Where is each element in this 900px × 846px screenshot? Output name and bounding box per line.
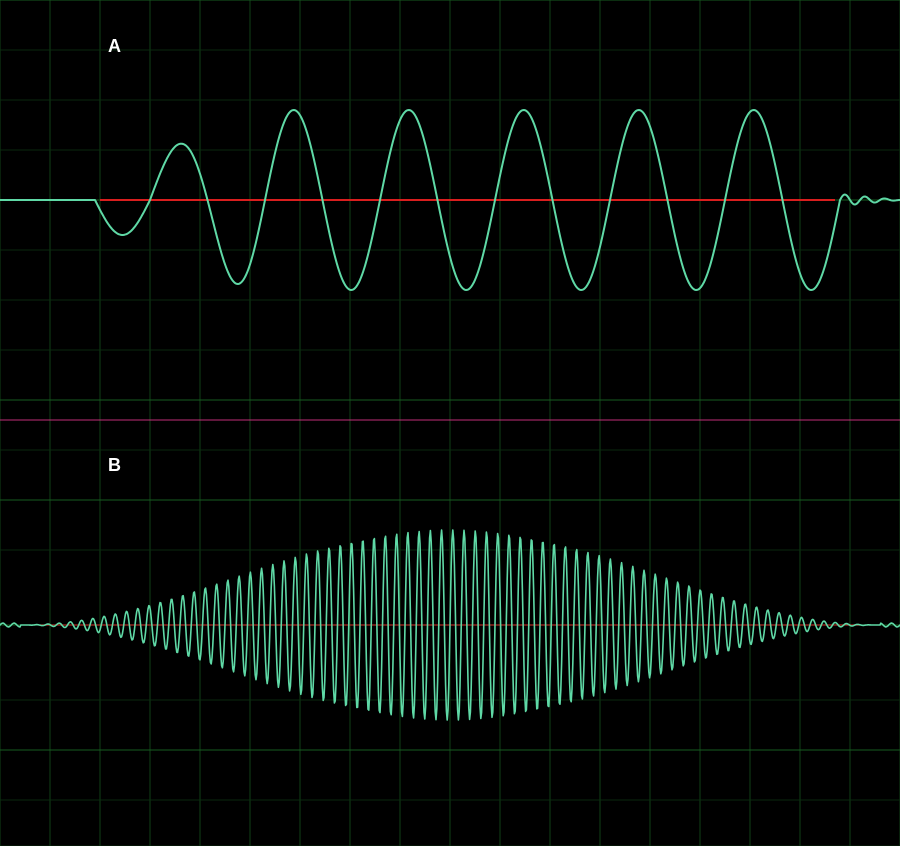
oscilloscope-display	[0, 0, 900, 846]
panel-b-label: B	[108, 455, 122, 476]
panel-a-label: A	[108, 36, 122, 57]
